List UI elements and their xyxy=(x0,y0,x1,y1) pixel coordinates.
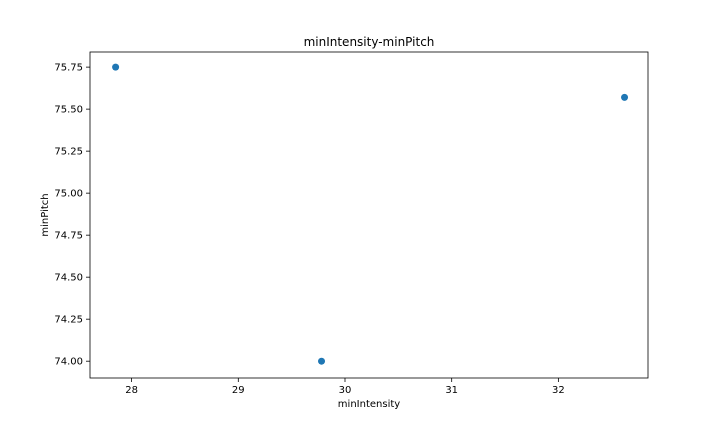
y-tick-label: 75.00 xyxy=(54,189,83,200)
y-tick-label: 75.50 xyxy=(54,105,83,116)
data-point xyxy=(112,63,120,71)
x-axis-label: minIntensity xyxy=(338,399,400,410)
y-tick-label: 75.75 xyxy=(54,63,83,74)
y-tick-label: 74.50 xyxy=(54,273,83,284)
y-tick-label: 74.25 xyxy=(54,315,83,326)
chart-title: minIntensity-minPitch xyxy=(304,35,435,49)
data-point xyxy=(621,93,629,101)
x-tick-label: 29 xyxy=(232,385,245,396)
y-axis-label: minPitch xyxy=(40,193,51,236)
data-point xyxy=(318,357,326,365)
x-tick-label: 32 xyxy=(552,385,565,396)
plot-area-frame xyxy=(89,51,649,379)
ticks-group: 28 29 30 31 32 74.00 74.25 74.50 74.75 75.00 75.25… xyxy=(54,63,564,396)
y-tick-label: 74.00 xyxy=(54,357,83,368)
x-tick-label: 31 xyxy=(445,385,458,396)
y-tick-label: 75.25 xyxy=(54,147,83,158)
x-tick-label: 28 xyxy=(125,385,138,396)
y-tick-label: 74.75 xyxy=(54,231,83,242)
points-group xyxy=(112,63,629,365)
x-tick-label: 30 xyxy=(339,385,352,396)
